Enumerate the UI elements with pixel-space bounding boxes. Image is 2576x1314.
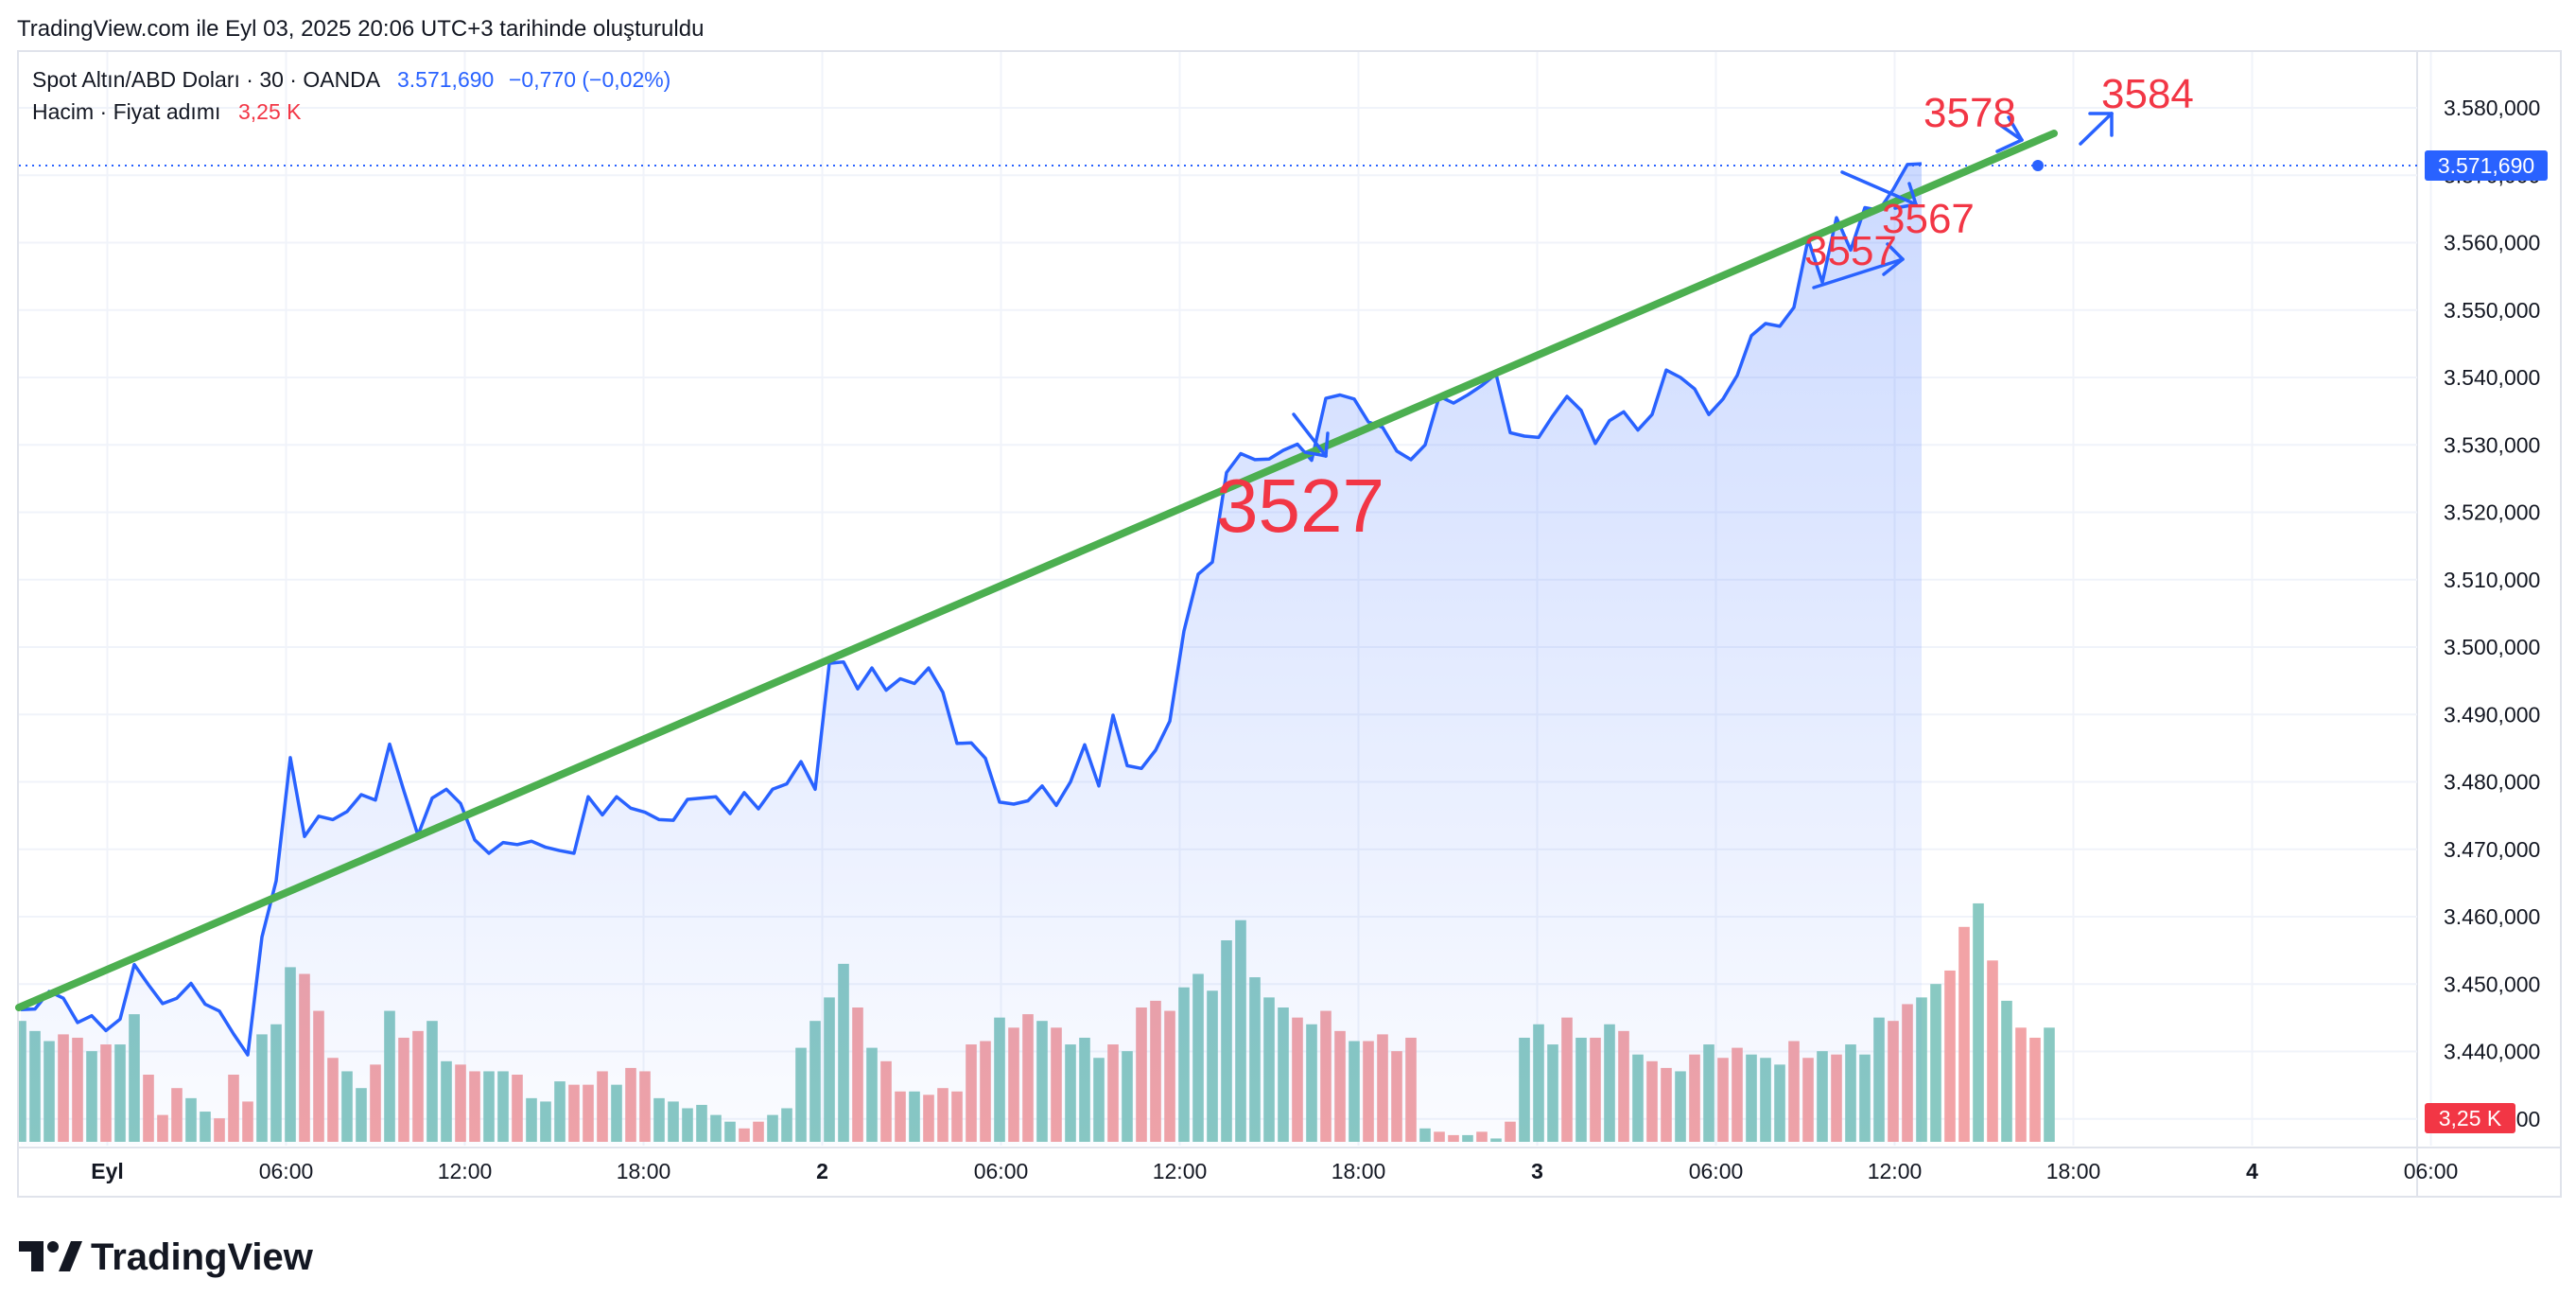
annotation-3527: 3527 xyxy=(1216,464,1384,548)
last-price-tag-text: 3.571,690 xyxy=(2438,153,2534,178)
volume-bar xyxy=(2015,1027,2027,1142)
price-tick-label: 3.480,000 xyxy=(2444,770,2540,795)
time-axis[interactable]: Eyl 06:00 12:00 18:00 2 06:00 12:00 18:00 3 06:00… xyxy=(91,1159,2458,1183)
annotation-labels: 3527 3557 3567 3578 3584 xyxy=(1216,71,2194,548)
time-tick-label: 06:00 xyxy=(974,1159,1029,1183)
price-tick-label: 3.540,000 xyxy=(2444,365,2540,390)
time-tick-label: 12:00 xyxy=(1868,1159,1923,1183)
time-tick-label: 06:00 xyxy=(259,1159,314,1183)
volume-tag-text: 3,25 K xyxy=(2439,1106,2502,1130)
legend-symbol[interactable]: Spot Altın/ABD Doları · 30 · OANDA xyxy=(32,67,381,92)
annotation-3578: 3578 xyxy=(1923,90,2016,136)
time-tick-label: 06:00 xyxy=(1689,1159,1744,1183)
time-tick-label: 12:00 xyxy=(438,1159,493,1183)
time-tick-label: 4 xyxy=(2246,1159,2258,1183)
time-tick-label: 18:00 xyxy=(1332,1159,1386,1183)
trend-line-drawing[interactable] xyxy=(15,130,2058,1011)
price-tick-label: 3.530,000 xyxy=(2444,432,2540,457)
price-tick-label: 3.470,000 xyxy=(2444,837,2540,862)
price-tick-label: 3.580,000 xyxy=(2444,96,2540,120)
volume-bar xyxy=(2001,1000,2012,1142)
price-tick-label: 3.440,000 xyxy=(2444,1040,2540,1064)
price-tick-label: 3.450,000 xyxy=(2444,972,2540,996)
price-line[interactable] xyxy=(20,162,1923,1057)
price-tick-label: 3.510,000 xyxy=(2444,568,2540,592)
annotation-3557: 3557 xyxy=(1804,228,1897,274)
volume-bar xyxy=(1930,984,1941,1142)
legend-change: −0,770 (−0,02%) xyxy=(509,67,670,92)
arrow-down-3527[interactable] xyxy=(1292,412,1330,458)
arrow-3567[interactable] xyxy=(1840,170,1918,210)
tradingview-logo-text: TradingView xyxy=(91,1236,314,1278)
time-tick-label: 12:00 xyxy=(1153,1159,1208,1183)
price-tick-label: 3.460,000 xyxy=(2444,904,2540,929)
arrow-drawings[interactable] xyxy=(1292,112,2114,458)
last-price-marker xyxy=(2032,160,2044,171)
legend-volume-label[interactable]: Hacim · Fiyat adımı xyxy=(32,99,220,124)
price-tick-label: 3.560,000 xyxy=(2444,231,2540,255)
volume-bar xyxy=(1944,970,1956,1142)
price-tick-label: 3.550,000 xyxy=(2444,298,2540,323)
price-tick-label: 3.490,000 xyxy=(2444,702,2540,727)
tradingview-logo: TradingView xyxy=(19,1236,314,1278)
volume-bar xyxy=(1987,960,1998,1142)
volume-bar xyxy=(1958,926,1970,1142)
legend[interactable]: Spot Altın/ABD Doları · 30 · OANDA 3.571… xyxy=(32,67,670,124)
price-tick-label: 3.500,000 xyxy=(2444,635,2540,659)
time-tick-label: 18:00 xyxy=(617,1159,671,1183)
arrow-up-3584[interactable] xyxy=(2079,112,2114,146)
price-tick-label: 3.520,000 xyxy=(2444,500,2540,525)
arrow-3578[interactable] xyxy=(1995,115,2024,153)
time-tick-label: 06:00 xyxy=(2404,1159,2459,1183)
last-price-tag: 3.571,690 xyxy=(2425,150,2548,181)
snapshot-caption: TradingView.com ile Eyl 03, 2025 20:06 U… xyxy=(17,16,704,42)
time-tick-label: 2 xyxy=(816,1159,828,1183)
volume-bar xyxy=(2029,1037,2041,1142)
volume-tag: 3,25 K xyxy=(2425,1103,2515,1133)
arrow-3557[interactable] xyxy=(1812,242,1905,289)
price-area-fill xyxy=(21,164,1922,1146)
time-tick-label: 18:00 xyxy=(2046,1159,2101,1183)
time-tick-label: Eyl xyxy=(91,1159,124,1183)
volume-bar xyxy=(1973,902,1984,1142)
annotation-3584: 3584 xyxy=(2101,71,2194,117)
legend-volume-value: 3,25 K xyxy=(238,99,302,124)
legend-last-price: 3.571,690 xyxy=(397,67,494,92)
tradingview-logo-icon xyxy=(19,1241,82,1271)
price-layer xyxy=(20,162,1923,1146)
annotation-3567: 3567 xyxy=(1882,196,1975,242)
volume-bar xyxy=(2044,1027,2055,1142)
time-tick-label: 3 xyxy=(1531,1159,1543,1183)
